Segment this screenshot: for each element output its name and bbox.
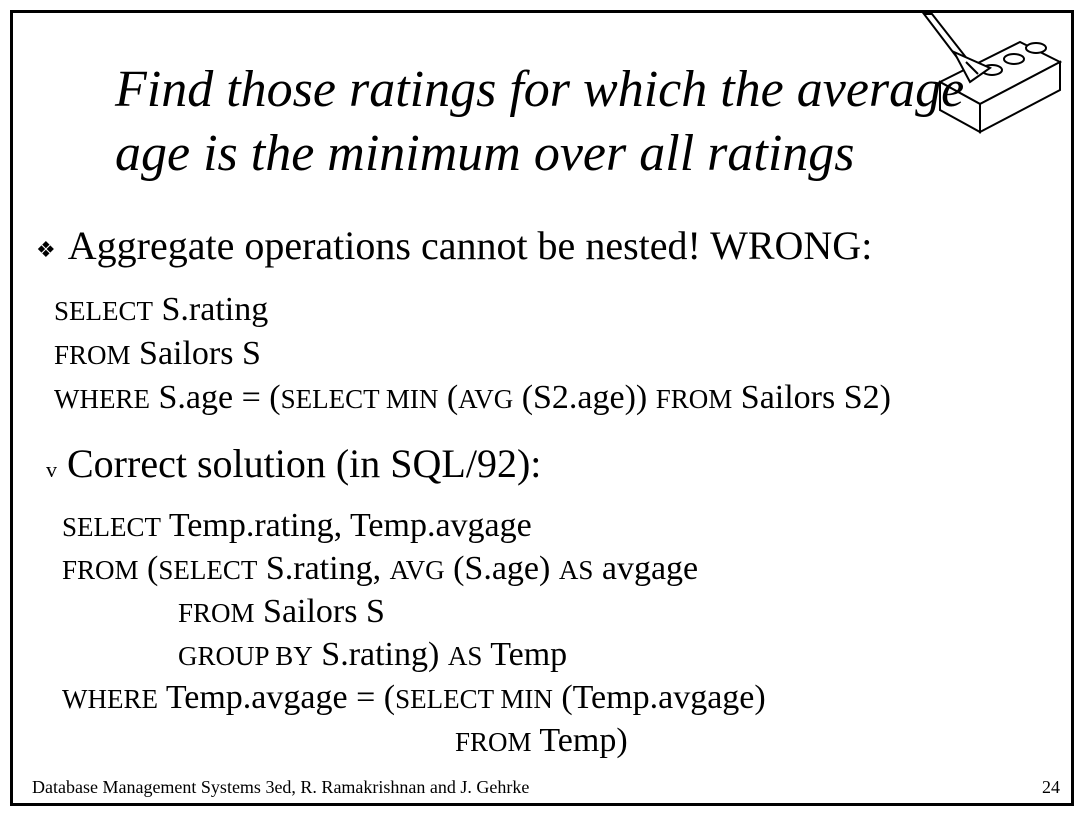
sql-keyword: SELECT — [54, 296, 153, 326]
sql-text: Temp.rating, Temp.avgage — [161, 507, 532, 544]
sql-keyword: AVG — [458, 384, 514, 414]
sql-keyword: SELECT MIN — [395, 684, 553, 714]
sql-keyword: AS — [558, 555, 594, 585]
sql-text: Sailors S — [130, 335, 261, 372]
bullet-2-text: Correct solution (in SQL/92): — [67, 441, 542, 486]
sql-keyword: AVG — [389, 555, 445, 585]
footer-source: Database Management Systems 3ed, R. Rama… — [32, 777, 530, 797]
sql-text: ( — [138, 550, 159, 587]
correct-query-line-6: FROM Temp) — [455, 721, 628, 762]
bullet-1-text: Aggregate operations cannot be nested! W… — [67, 223, 873, 268]
page-number: 24 — [1042, 777, 1060, 797]
sql-text: S.rating — [153, 291, 269, 328]
sql-keyword: FROM — [62, 555, 139, 585]
sql-keyword: SELECT — [62, 512, 161, 542]
sql-text: Temp.avgage = ( — [157, 679, 396, 716]
sql-text: Sailors S2) — [732, 379, 891, 416]
sql-text: avgage — [593, 550, 699, 587]
bullet-2-mark: v — [46, 457, 57, 482]
sql-text: Temp) — [531, 722, 628, 759]
sql-keyword: GROUP BY — [178, 641, 313, 671]
sql-text: Temp — [482, 636, 568, 673]
bullet-1: ❖ Aggregate operations cannot be nested! … — [36, 224, 872, 272]
sql-keyword: FROM — [455, 727, 532, 757]
slide-title-line-2: age is the minimum over all ratings — [115, 125, 855, 182]
correct-query-line-2: FROM (SELECT S.rating, AVG (S.age) AS av… — [62, 549, 698, 590]
sql-keyword: SELECT — [158, 555, 258, 585]
sql-keyword: FROM — [655, 384, 733, 414]
sql-keyword: AS — [447, 641, 483, 671]
sql-keyword: FROM — [178, 598, 255, 628]
sql-text: ( — [438, 379, 459, 416]
sql-text: (S.age) — [444, 550, 559, 587]
correct-query-line-4: GROUP BY S.rating) AS Temp — [178, 635, 567, 676]
correct-query-line-1: SELECT Temp.rating, Temp.avgage — [62, 506, 532, 547]
wrong-query-line-2: FROM Sailors S — [54, 334, 261, 375]
wrong-query-line-3: WHERE S.age = (SELECT MIN (AVG (S2.age))… — [54, 378, 891, 419]
sql-keyword: WHERE — [54, 384, 150, 414]
sql-keyword: FROM — [54, 340, 131, 370]
sql-text: S.age = ( — [149, 379, 281, 416]
wrong-query-line-1: SELECT S.rating — [54, 290, 268, 331]
slide-frame — [10, 10, 1074, 806]
sql-text: (S2.age)) — [513, 379, 656, 416]
brick-and-trowel-icon — [921, 13, 1063, 134]
sql-keyword: WHERE — [62, 684, 158, 714]
diamond-bullet-icon: ❖ — [36, 236, 56, 262]
sql-keyword: SELECT MIN — [280, 384, 439, 414]
bullet-2: v Correct solution (in SQL/92): — [46, 442, 541, 492]
slide-title-line-1: Find those ratings for which the average — [115, 61, 965, 118]
correct-query-line-5: WHERE Temp.avgage = (SELECT MIN (Temp.av… — [62, 678, 766, 719]
sql-text: S.rating) — [312, 636, 448, 673]
correct-query-line-3: FROM Sailors S — [178, 592, 385, 633]
sql-text: S.rating, — [257, 550, 390, 587]
sql-text: (Temp.avgage) — [552, 679, 766, 716]
sql-text: Sailors S — [254, 593, 385, 630]
